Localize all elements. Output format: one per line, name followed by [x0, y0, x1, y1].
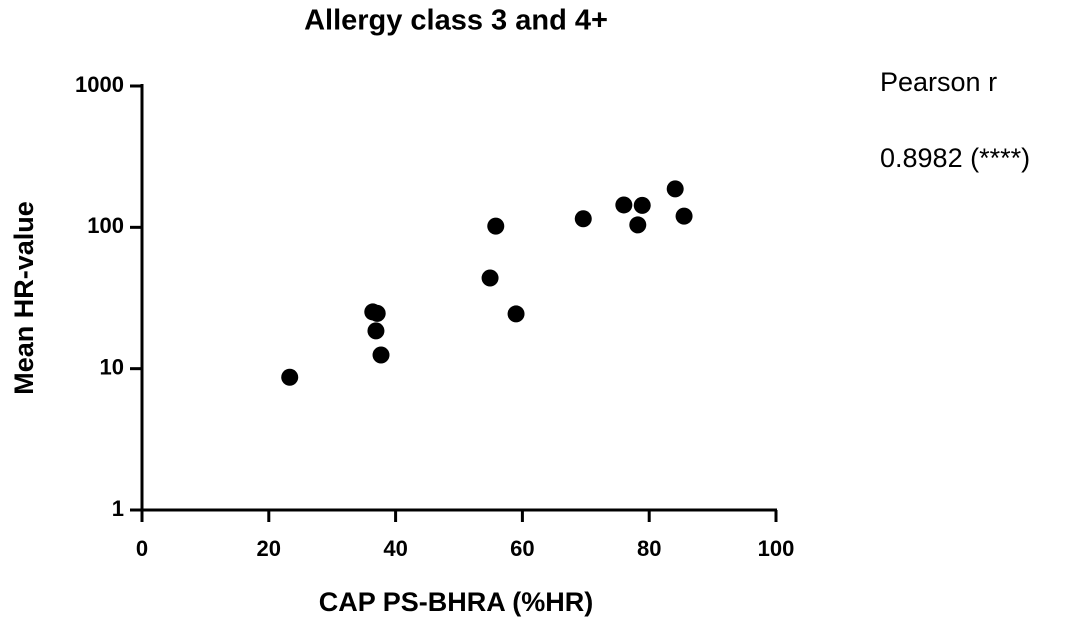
- point: [481, 269, 499, 287]
- annotation: 0.8982 (****): [880, 143, 1030, 173]
- y-tick-label: 1: [112, 496, 124, 521]
- point: [629, 216, 647, 234]
- point: [372, 346, 390, 364]
- point: [368, 304, 386, 322]
- annotation: Pearson r: [880, 67, 997, 97]
- x-tick-label: 80: [637, 536, 661, 561]
- y-tick-label: 10: [100, 354, 124, 379]
- point: [633, 196, 651, 214]
- y-tick-label: 100: [87, 213, 124, 238]
- x-tick-label: 0: [136, 536, 148, 561]
- x-tick-label: 20: [257, 536, 281, 561]
- point: [367, 322, 385, 340]
- point: [487, 217, 505, 235]
- point: [507, 305, 525, 323]
- x-tick-label: 100: [758, 536, 795, 561]
- x-tick-label: 60: [510, 536, 534, 561]
- x-tick-label: 40: [383, 536, 407, 561]
- point: [574, 210, 592, 228]
- point: [615, 196, 633, 214]
- x-axis-label: CAP PS-BHRA (%HR): [319, 587, 594, 617]
- y-axis-label: Mean HR-value: [9, 201, 39, 395]
- point: [675, 207, 693, 225]
- chart-title: Allergy class 3 and 4+: [304, 5, 608, 37]
- point: [666, 180, 684, 198]
- y-tick-label: 1000: [75, 72, 124, 97]
- point: [281, 368, 299, 386]
